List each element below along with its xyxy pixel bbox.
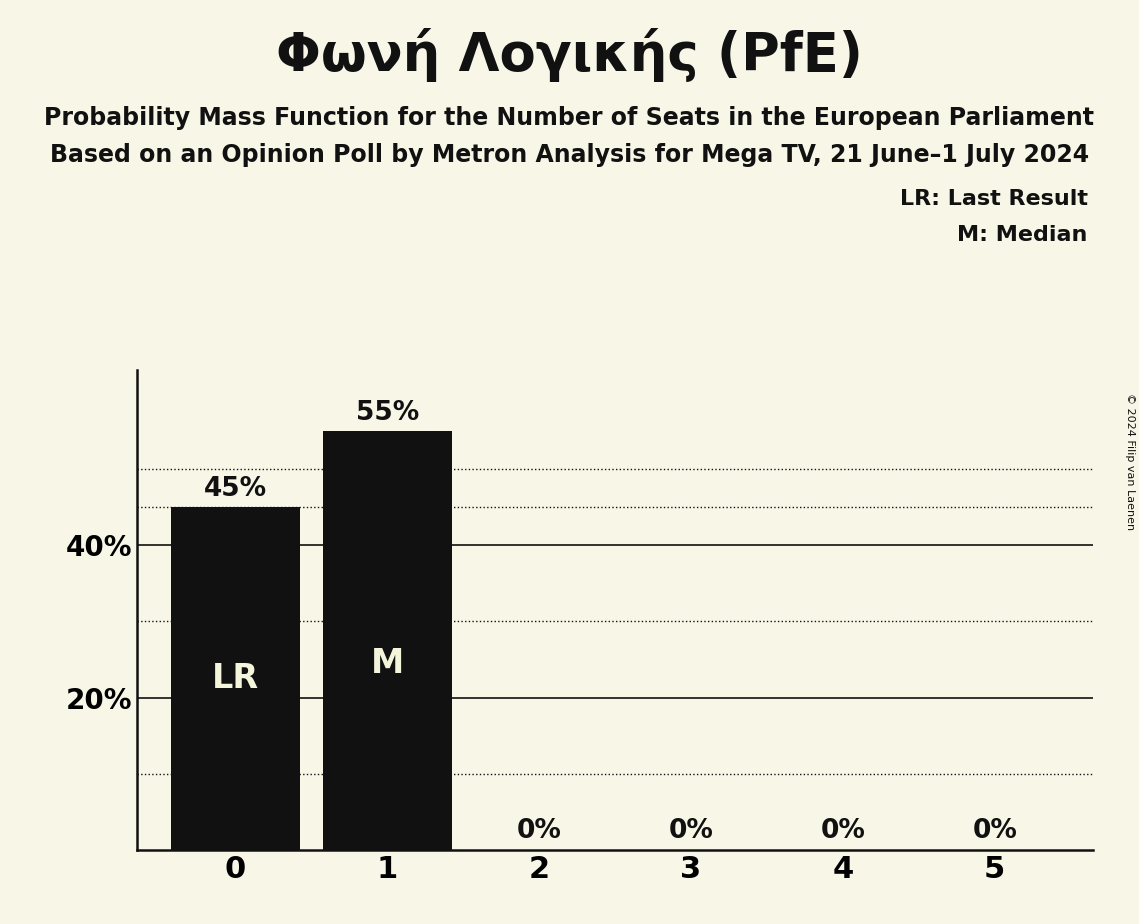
Text: LR: LR [212,662,259,695]
Bar [322,431,452,850]
Text: LR: Last Result: LR: Last Result [900,189,1088,210]
Text: 0%: 0% [973,818,1017,844]
Text: 55%: 55% [355,400,419,426]
Text: Probability Mass Function for the Number of Seats in the European Parliament: Probability Mass Function for the Number… [44,106,1095,130]
Text: Based on an Opinion Poll by Metron Analysis for Mega TV, 21 June–1 July 2024: Based on an Opinion Poll by Metron Analy… [50,143,1089,167]
Text: Φωνή Λογικής (PfE): Φωνή Λογικής (PfE) [276,28,863,81]
Text: M: Median: M: Median [958,225,1088,245]
Text: M: M [370,647,404,680]
Text: © 2024 Filip van Laenen: © 2024 Filip van Laenen [1125,394,1134,530]
Text: 0%: 0% [517,818,562,844]
Text: 0%: 0% [820,818,866,844]
Text: 45%: 45% [204,476,267,503]
Text: 0%: 0% [669,818,713,844]
Bar [171,507,300,850]
